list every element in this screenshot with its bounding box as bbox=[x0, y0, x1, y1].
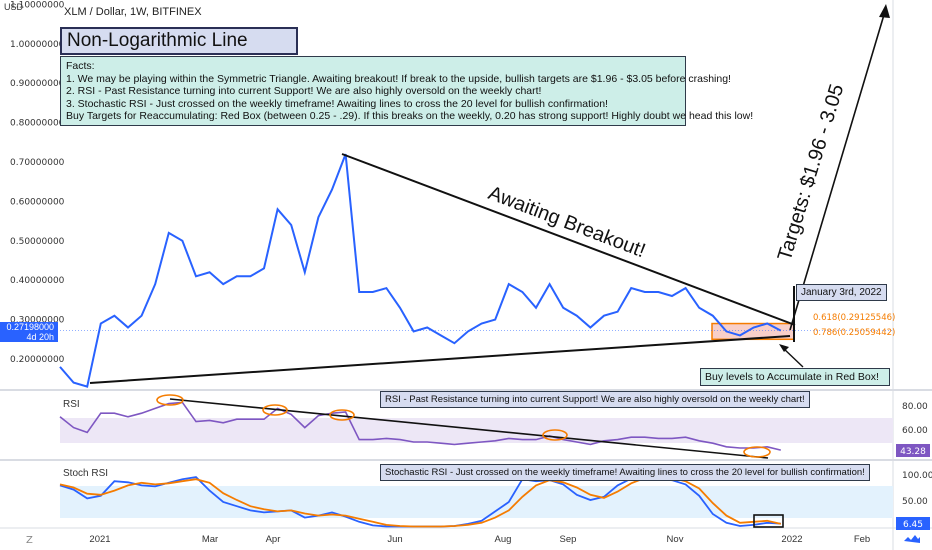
time-tick-label: Jun bbox=[387, 534, 402, 545]
currency-label: USD bbox=[4, 2, 24, 12]
stoch-tick-label: 100.00 bbox=[902, 471, 932, 481]
stoch-value-text: 6.45 bbox=[903, 520, 923, 530]
rsi-panel-title: RSI bbox=[63, 399, 80, 410]
rsi-band bbox=[60, 418, 893, 443]
timezone-icon[interactable]: Z bbox=[26, 535, 33, 546]
fib-786-label: 0.786(0.25059442) bbox=[813, 328, 895, 338]
current-price-tag: 0.27198000 4d 20h bbox=[0, 322, 58, 342]
stoch-cross-box bbox=[753, 514, 784, 528]
price-tick-label: 0.80000000 bbox=[10, 119, 65, 129]
rsi-value-tag bbox=[896, 444, 930, 457]
rsi-highlight-circle bbox=[156, 394, 184, 406]
time-tick-label: 2021 bbox=[89, 534, 110, 545]
price-tick-label: 0.40000000 bbox=[10, 276, 65, 286]
time-tick-label: Sep bbox=[560, 534, 577, 545]
price-tick-label: 0.70000000 bbox=[10, 158, 65, 168]
facts-box: Facts: 1. We may be playing within the S… bbox=[60, 56, 754, 126]
price-tick-label: 0.20000000 bbox=[10, 355, 65, 365]
rsi-note-box: RSI - Past Resistance turning into curre… bbox=[380, 391, 810, 408]
stoch-note-box: Stochastic RSI - Just crossed on the wee… bbox=[380, 464, 870, 481]
stoch-value-tag bbox=[896, 517, 930, 530]
facts-line: Buy Targets for Reaccumulating: Red Box … bbox=[66, 110, 754, 123]
time-tick-label: Apr bbox=[266, 534, 281, 545]
tradingview-logo-icon bbox=[904, 535, 920, 543]
symbol-title[interactable]: XLM / Dollar, 1W, BITFINEX bbox=[64, 6, 202, 18]
stoch-panel-title: Stoch RSI bbox=[63, 468, 108, 479]
facts-line: 1. We may be playing within the Symmetri… bbox=[66, 72, 731, 85]
bar-countdown: 4d 20h bbox=[26, 332, 54, 342]
facts-line: 3. Stochastic RSI - Just crossed on the … bbox=[66, 97, 608, 110]
time-tick-label: 2022 bbox=[781, 534, 802, 545]
rsi-highlight-circle bbox=[329, 409, 355, 421]
triangle-support-line bbox=[89, 335, 791, 384]
current-price-value: 0.27198000 bbox=[6, 322, 54, 332]
rsi-value-text: 43.28 bbox=[900, 447, 926, 457]
time-tick-label: Feb bbox=[854, 534, 870, 545]
rsi-tick-label: 60.00 bbox=[902, 426, 928, 436]
stoch-band bbox=[60, 486, 893, 518]
rsi-highlight-circle bbox=[262, 404, 288, 416]
buy-levels-box: Buy levels to Accumulate in Red Box! bbox=[700, 368, 890, 386]
rsi-highlight-circle bbox=[743, 446, 771, 458]
price-tick-label: 0.90000000 bbox=[10, 79, 65, 89]
time-tick-label: Nov bbox=[667, 534, 684, 545]
rsi-tick-label: 80.00 bbox=[902, 402, 928, 412]
triangle-resistance-line bbox=[341, 153, 796, 326]
target-arrow-head bbox=[879, 4, 890, 18]
date-note-box: January 3rd, 2022 bbox=[796, 284, 887, 301]
rsi-highlight-circle bbox=[542, 429, 568, 441]
price-tick-label: 0.30000000 bbox=[10, 316, 65, 326]
buy-arrow-head bbox=[779, 344, 789, 352]
price-tick-label: 1.00000000 bbox=[10, 40, 65, 50]
price-series-line bbox=[59, 153, 782, 388]
time-tick-label: Mar bbox=[202, 534, 218, 545]
target-arrow-line bbox=[789, 7, 887, 331]
price-tick-label: 0.60000000 bbox=[10, 197, 65, 207]
facts-line: Facts: bbox=[66, 60, 95, 72]
rsi-trendline bbox=[169, 398, 769, 459]
price-tick-label: 0.50000000 bbox=[10, 237, 65, 247]
fib-618-label: 0.618(0.29125546) bbox=[813, 313, 895, 323]
facts-line: 2. RSI - Past Resistance turning into cu… bbox=[66, 85, 542, 98]
stoch-tick-label: 50.00 bbox=[902, 497, 928, 507]
price-tick-label: 1.10000000 bbox=[10, 0, 65, 10]
scale-title-box: Non-Logarithmic Line Scale bbox=[60, 27, 298, 75]
time-tick-label: Aug bbox=[495, 534, 512, 545]
